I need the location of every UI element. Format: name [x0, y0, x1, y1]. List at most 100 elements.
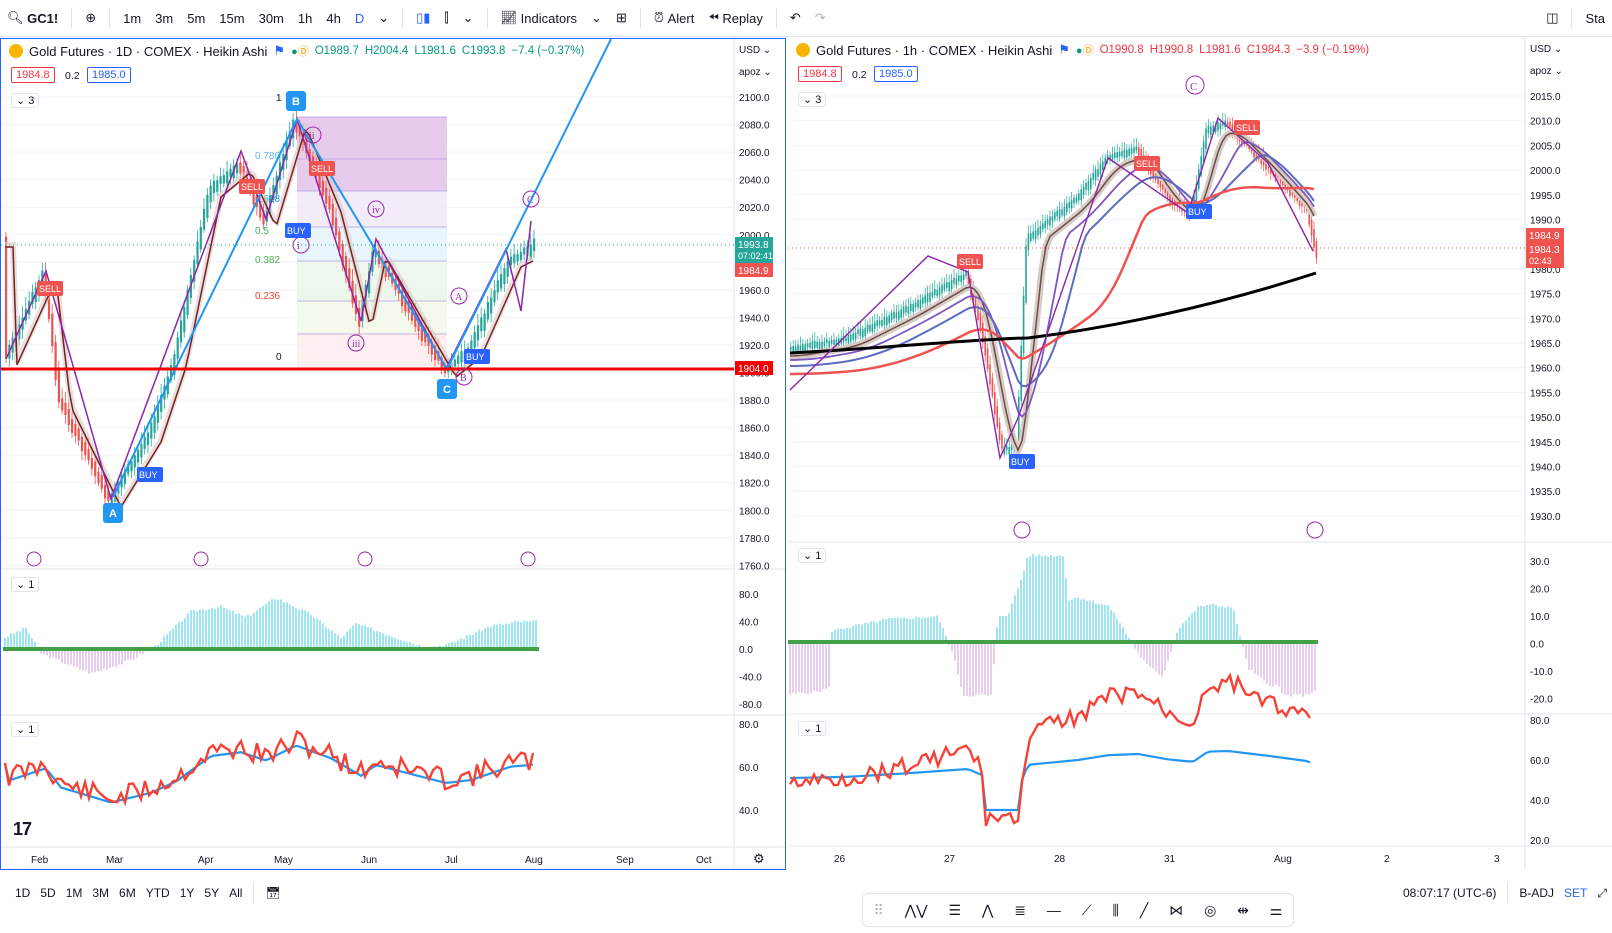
candle-body [64, 402, 67, 415]
candle-body [1046, 219, 1049, 225]
start-button-partial[interactable]: Sta [1585, 10, 1605, 26]
candle-body [1032, 231, 1034, 239]
right-scale-select[interactable]: apoz ⌄ [1530, 66, 1563, 77]
drag-handle-icon[interactable]: ⠿ [873, 901, 884, 918]
candles-style-icon[interactable]: ⫿ [444, 10, 449, 25]
interval-30m[interactable]: 30m [258, 10, 284, 26]
flag-icon[interactable]: ⚑ [1058, 42, 1070, 57]
compare-add-icon[interactable]: ⊕ [85, 10, 97, 25]
left-chart-canvas[interactable]: 2100.02080.02060.02040.02020.02000.01980… [1, 39, 786, 870]
flag-icon[interactable]: ⚑ [273, 43, 286, 58]
chevron-down-icon[interactable]: ⌄ [462, 10, 474, 25]
range-1d[interactable]: 1D [15, 886, 31, 900]
right-chart-canvas[interactable]: 2015.0 2010.0 2005.0 2000.0 1995.0 1990.0 1985… [788, 38, 1612, 870]
vertical-lines-icon[interactable]: ⫼ [1112, 901, 1119, 918]
range-all[interactable]: All [229, 886, 243, 900]
horizontal-lines-icon[interactable]: ☰ [948, 901, 962, 918]
settings-lines-icon[interactable]: ⚌ [1269, 901, 1283, 918]
goto-date-icon[interactable]: 📅︎ [265, 886, 281, 900]
price-tick-label: 1860.0 [739, 424, 770, 435]
range-3m[interactable]: 3M [92, 886, 110, 900]
elliott-wave-icon[interactable]: ⋀⋁ [904, 901, 928, 918]
time-tick-label: Jun [361, 855, 377, 866]
ruler-icon[interactable]: ⇹ [1237, 901, 1249, 918]
right-collapse-main[interactable]: ⌄ 3 [798, 92, 827, 107]
range-5d[interactable]: 5D [40, 886, 56, 900]
left-collapse-sub1[interactable]: ⌄ 1 [11, 577, 40, 592]
alert-button[interactable]: ⏰︎ Alert [648, 4, 701, 32]
candle-body [206, 194, 209, 218]
layout-icon[interactable]: ◫ [1546, 10, 1559, 25]
range-1y[interactable]: 1Y [179, 886, 195, 900]
range-6m[interactable]: 6M [119, 886, 136, 900]
level-price-tag [735, 361, 773, 375]
bottom-toolbar: 1D 5D 1M 3M 6M YTD 1Y 5Y All 📅︎ 08:07:17… [0, 875, 1612, 911]
symbol-search[interactable]: 🔍︎ GC1! [1, 4, 64, 32]
horizontal-ray-icon[interactable]: — [1046, 902, 1061, 918]
interval-1h[interactable]: 1h [297, 10, 313, 26]
candle-body [900, 309, 902, 318]
right-currency-select[interactable]: USD ⌄ [1530, 44, 1563, 55]
right-chart-pane[interactable]: 2015.0 2010.0 2005.0 2000.0 1995.0 1990.0 1985… [788, 38, 1612, 870]
indicators-button[interactable]: 📈︎ Indicators [495, 4, 584, 32]
chevron-down-icon[interactable]: ⌄ [591, 10, 602, 25]
candle-body [1087, 181, 1090, 191]
chevron-down-icon[interactable]: ⌄ [378, 10, 390, 25]
fib-icon[interactable]: ≣ [1014, 901, 1027, 918]
interval-15m[interactable]: 15m [219, 10, 245, 26]
settings-gear-icon[interactable]: ⚙ [753, 851, 765, 866]
countdown-text: 02:43 [1529, 256, 1552, 266]
candle-body [1027, 233, 1030, 250]
price-tick-label: 1940.0 [1530, 463, 1561, 474]
signal-tag [285, 223, 311, 238]
spiral-icon[interactable]: ◎ [1204, 901, 1217, 918]
trend-line-icon[interactable]: ⟋ [1081, 901, 1092, 918]
candle-body [905, 305, 907, 313]
candle-body [1310, 220, 1313, 236]
line-icon[interactable]: ╱ [1139, 901, 1149, 918]
badj-toggle[interactable]: B-ADJ [1519, 886, 1555, 900]
clock[interactable]: 08:07:17 (UTC-6) [1403, 886, 1497, 900]
fib-label: 1 [276, 93, 282, 104]
left-scale-select[interactable]: apoz ⌄ [739, 67, 772, 78]
candle-body [503, 268, 506, 285]
left-bid-box[interactable]: 1984.8 [11, 67, 55, 83]
osc1-tick-label: 20.0 [1530, 585, 1550, 596]
interval-5m[interactable]: 5m [187, 10, 206, 26]
candle-body [1219, 123, 1222, 130]
left-ask-box[interactable]: 1985.0 [87, 67, 131, 83]
interval-d[interactable]: D [354, 10, 365, 26]
templates-icon[interactable]: ⊞ [615, 10, 627, 25]
undo-icon[interactable]: ↶ [789, 10, 801, 25]
candle-body [348, 268, 351, 288]
range-1m[interactable]: 1M [65, 886, 83, 900]
right-collapse-sub2[interactable]: ⌄ 1 [798, 721, 827, 736]
interval-1m[interactable]: 1m [123, 10, 142, 26]
candle-body [130, 460, 133, 472]
redo-icon[interactable]: ↷ [814, 10, 826, 25]
set-toggle[interactable]: SET [1564, 886, 1588, 900]
replay-button[interactable]: ⏪︎ Replay [702, 4, 769, 32]
event-marker-icon [520, 551, 536, 567]
candle-body [1039, 225, 1042, 235]
left-chart-pane[interactable]: 2100.02080.02060.02040.02020.02000.01980… [0, 38, 786, 870]
fib-label: 0.5 [255, 226, 269, 237]
right-ask-box[interactable]: 1985.0 [874, 66, 918, 82]
left-currency-select[interactable]: USD ⌄ [739, 45, 772, 56]
bars-style-icon[interactable]: ▯▮ [416, 10, 431, 25]
interval-4h[interactable]: 4h [326, 10, 341, 26]
left-collapse-main[interactable]: ⌄ 3 [11, 93, 40, 108]
left-collapse-sub2[interactable]: ⌄ 1 [11, 722, 40, 737]
candle-body [902, 306, 905, 314]
expand-icon[interactable]: ⤢ [1597, 885, 1607, 900]
abc-pattern-icon[interactable]: ⋀ [981, 901, 994, 918]
interval-3m[interactable]: 3m [155, 10, 174, 26]
xabcd-icon[interactable]: ⋈ [1169, 901, 1184, 918]
right-bid-box[interactable]: 1984.8 [798, 66, 842, 82]
candle-body [104, 484, 107, 499]
candle-body [434, 345, 437, 361]
candle-body [440, 357, 443, 371]
right-collapse-sub1[interactable]: ⌄ 1 [798, 548, 827, 563]
range-ytd[interactable]: YTD [145, 886, 170, 900]
range-5y[interactable]: 5Y [204, 886, 220, 900]
